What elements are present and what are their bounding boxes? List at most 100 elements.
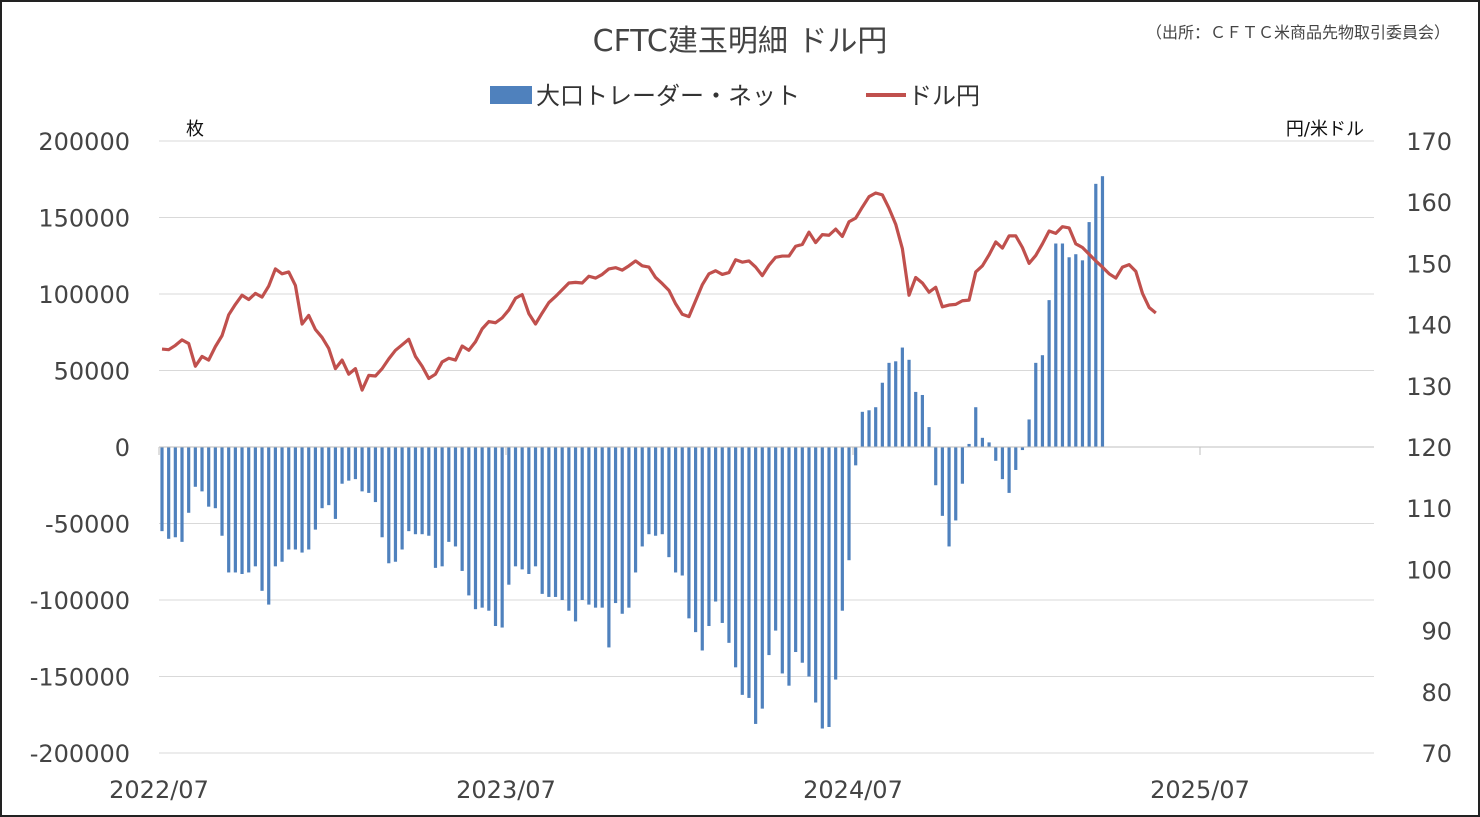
net-bar: [874, 407, 878, 447]
net-bar: [247, 447, 251, 573]
net-bar: [1054, 243, 1058, 447]
net-bar: [720, 447, 724, 623]
net-bar: [393, 447, 398, 562]
net-bar: [480, 447, 484, 608]
right-axis-ticks: 170 160 150 140 130 120 110 100 90 80 70: [1406, 128, 1452, 768]
right-tick-label: 110: [1406, 495, 1452, 523]
net-bar: [467, 447, 471, 596]
net-bar: [714, 447, 718, 602]
net-bar: [707, 447, 711, 627]
right-axis-unit: 円/米ドル: [1286, 119, 1364, 140]
net-bar: [653, 447, 658, 536]
net-bar: [567, 447, 571, 611]
net-bar: [1094, 183, 1098, 447]
net-bar: [660, 447, 664, 535]
net-bar: [333, 447, 338, 519]
net-bar: [533, 447, 538, 567]
net-bar: [1014, 447, 1018, 470]
left-tick-label: -150000: [30, 664, 130, 692]
net-bar: [907, 359, 911, 447]
net-bar: [407, 447, 411, 532]
net-bar: [854, 447, 858, 466]
net-bar: [473, 447, 478, 610]
net-bar: [600, 447, 604, 608]
left-tick-label: -200000: [30, 740, 130, 768]
net-bar: [213, 447, 217, 509]
net-bar: [887, 362, 891, 447]
net-bar: [867, 410, 871, 447]
net-bar: [227, 447, 231, 573]
net-bar: [940, 447, 944, 516]
legend-bar-swatch: [490, 86, 532, 104]
net-bar: [633, 447, 638, 573]
net-bar: [1007, 447, 1011, 493]
net-bar: [767, 447, 771, 656]
net-bar: [353, 447, 358, 480]
net-bar: [994, 447, 998, 461]
net-bar: [927, 427, 931, 447]
net-bar: [413, 447, 418, 535]
net-bar: [967, 443, 971, 447]
net-bar: [173, 447, 177, 538]
net-bar: [880, 382, 884, 447]
net-bar: [1020, 447, 1025, 451]
net-bar: [1000, 447, 1005, 480]
net-bar: [500, 447, 504, 628]
net-bar: [794, 447, 798, 653]
net-bar: [527, 447, 531, 574]
net-bar: [847, 447, 851, 561]
net-bar: [587, 447, 591, 605]
net-bar: [267, 447, 271, 605]
net-bar: [367, 447, 371, 493]
net-bar: [540, 447, 544, 594]
net-bar: [840, 447, 844, 611]
net-bar: [760, 447, 764, 709]
net-bar: [327, 447, 331, 506]
net-bar: [754, 447, 758, 724]
net-bar: [667, 447, 671, 558]
net-bar: [460, 447, 464, 571]
net-bar: [680, 447, 684, 576]
net-bar: [573, 447, 578, 622]
x-tick-label: 2023/07: [456, 776, 556, 804]
gridlines: [159, 140, 1374, 754]
left-axis-ticks: 200000 150000 100000 50000 0 -50000 -100000 -15…: [30, 128, 130, 768]
chart-title: CFTC建玉明細 ドル円: [593, 24, 888, 59]
net-bar: [553, 447, 558, 597]
right-tick-label: 90: [1421, 618, 1452, 646]
net-bar: [734, 447, 738, 668]
net-bar: [273, 447, 277, 567]
left-tick-label: -100000: [30, 587, 130, 615]
net-bar: [740, 447, 744, 695]
net-bar: [1080, 260, 1085, 447]
left-axis-unit: 枚: [186, 119, 204, 140]
net-bar: [820, 447, 824, 729]
net-bar: [980, 437, 985, 447]
left-tick-label: 50000: [54, 358, 130, 386]
net-bar: [627, 447, 631, 608]
left-tick-label: -50000: [45, 511, 130, 539]
net-bar: [1027, 419, 1031, 447]
net-bar: [1100, 176, 1105, 447]
net-bar: [1040, 355, 1045, 447]
right-tick-label: 160: [1406, 189, 1452, 217]
net-bar: [687, 447, 691, 619]
net-bar: [547, 447, 551, 597]
net-bar: [640, 447, 644, 547]
net-bar: [400, 447, 404, 550]
net-bar: [1087, 222, 1091, 447]
net-position-bars: [160, 176, 1105, 729]
net-bar: [1034, 362, 1038, 447]
net-bar: [787, 447, 791, 686]
net-bar: [647, 447, 651, 535]
net-bar: [954, 447, 958, 521]
net-bar: [920, 394, 924, 447]
net-bar: [800, 447, 804, 663]
right-tick-label: 150: [1406, 250, 1452, 278]
x-axis-ticks: 2022/07 2023/07 2024/07 2025/07: [109, 776, 1250, 804]
net-bar: [233, 447, 237, 573]
net-bar: [580, 447, 584, 600]
net-bar: [914, 391, 918, 447]
x-tick-label: 2025/07: [1150, 776, 1250, 804]
